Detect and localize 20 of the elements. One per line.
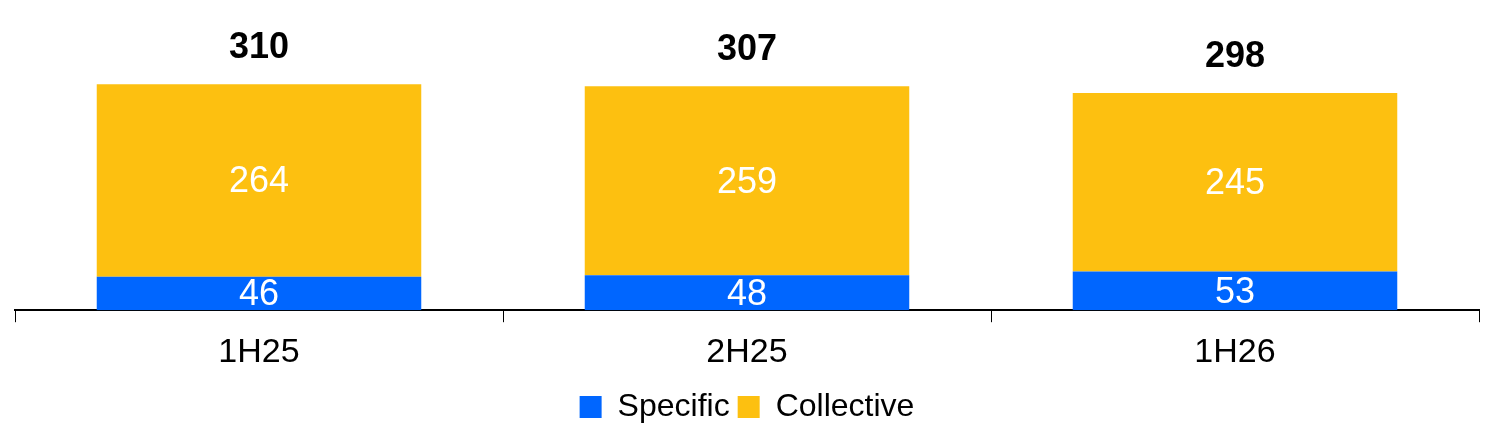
x-tick-label: 1H25 <box>218 330 300 369</box>
total-label: 298 <box>1204 33 1266 75</box>
x-tick-label: 1H26 <box>1194 330 1276 369</box>
bar <box>96 84 422 277</box>
bar <box>1072 92 1398 272</box>
bar <box>96 276 422 311</box>
x-tick-label: 2H25 <box>706 330 788 369</box>
bar <box>584 275 910 311</box>
data-label: 264 <box>228 159 290 201</box>
data-label: 53 <box>1214 269 1256 311</box>
bar <box>584 86 910 276</box>
data-label: 245 <box>1204 161 1266 203</box>
total-label: 310 <box>228 25 290 67</box>
data-label: 48 <box>726 271 768 313</box>
total-label: 307 <box>716 27 778 69</box>
legend-label: Collective <box>775 386 915 423</box>
legend-label: Specific <box>617 386 730 423</box>
data-label: 46 <box>238 272 280 314</box>
bar <box>1072 271 1398 311</box>
data-label: 259 <box>716 159 778 201</box>
